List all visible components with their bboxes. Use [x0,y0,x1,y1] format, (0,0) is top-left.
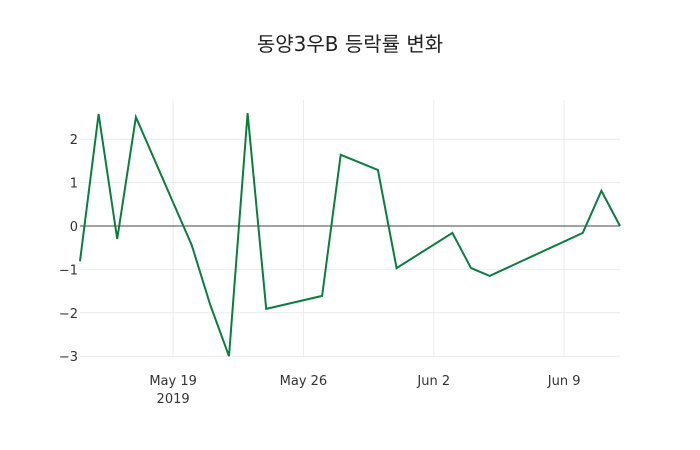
y-tick-label: 0 [70,220,78,235]
x-tick-label: May 19 [149,374,197,389]
y-axis-ticks: 2 1 0 −1 −2 −3 [59,133,78,365]
y-tick-label: 1 [70,177,78,192]
y-tick-label: 2 [70,133,78,148]
y-tick-label: −2 [59,307,78,322]
y-tick-label: −3 [59,350,78,365]
x-tick-label: Jun 9 [547,374,581,389]
x-tick-year-label: 2019 [157,392,190,407]
x-tick-label: May 26 [280,374,328,389]
data-series-line [79,113,621,357]
gridlines [80,100,620,357]
x-axis-ticks: May 19 2019 May 26 Jun 2 Jun 9 [149,374,580,407]
y-tick-label: −1 [59,263,78,278]
chart-title: 동양3우B 등락률 변화 [256,32,444,56]
x-tick-label: Jun 2 [416,374,450,389]
